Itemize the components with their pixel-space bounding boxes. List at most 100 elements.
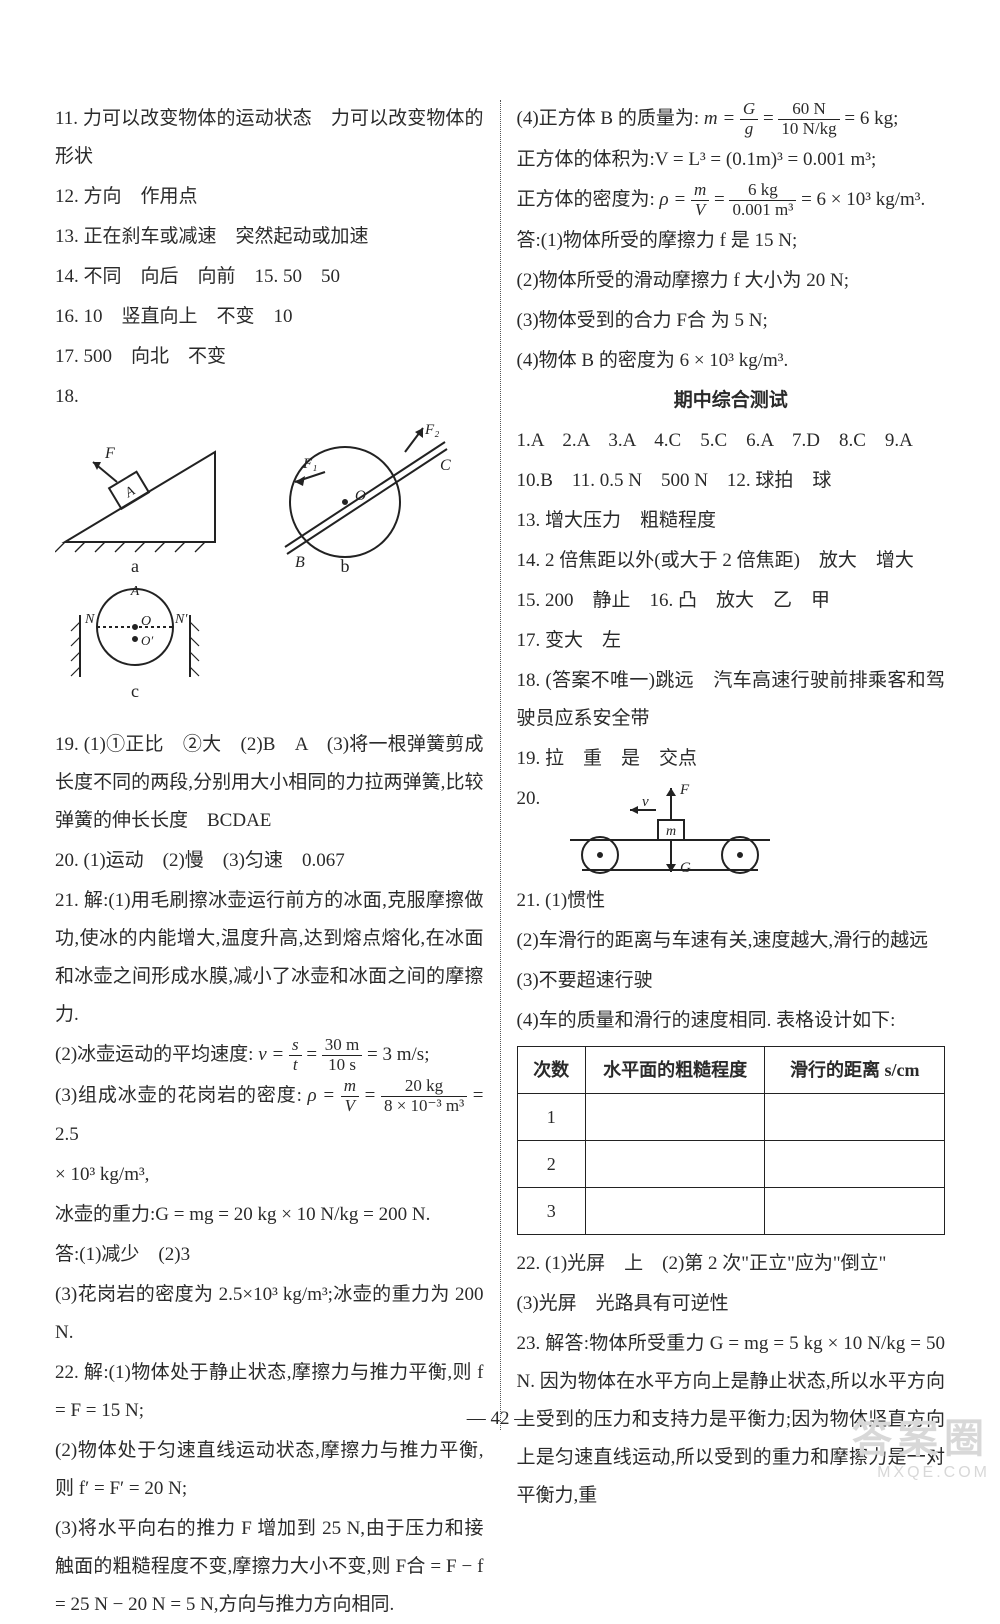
frac-num: 6 kg — [729, 181, 796, 201]
svg-text:F₁: F₁ — [302, 456, 317, 472]
item-21-ans-3: (3)花岗岩的密度为 2.5×10³ kg/m³;冰壶的重力为 200 N. — [55, 1276, 484, 1352]
svg-text:O′: O′ — [141, 633, 153, 648]
watermark: 答案圈 MXQE.COM — [852, 1406, 990, 1482]
frac-20-8: 20 kg8 × 10⁻³ m³ — [381, 1077, 467, 1115]
item-14-15: 14. 不同 向后 向前 15. 50 50 — [55, 258, 484, 296]
eq-prefix: 正方体的密度为: — [517, 189, 655, 210]
eq-suffix: = 6 kg; — [844, 108, 898, 129]
svg-text:m: m — [666, 824, 676, 839]
cell — [585, 1187, 765, 1234]
eq-lhs: ρ = — [660, 189, 691, 210]
frac-num: G — [740, 100, 758, 120]
m15-16: 15. 200 静止 16. 凸 放大 乙 甲 — [517, 582, 946, 620]
m18: 18. (答案不唯一)跳远 汽车高速行驶前排乘客和驾驶员应系安全带 — [517, 662, 946, 738]
th-roughness: 水平面的粗糙程度 — [585, 1046, 765, 1093]
m13: 13. 增大压力 粗糙程度 — [517, 502, 946, 540]
frac-den: 0.001 m³ — [729, 201, 796, 220]
frac-den: V — [691, 201, 709, 220]
frac-num: m — [691, 181, 709, 201]
cell — [765, 1093, 945, 1140]
frac-60-10: 60 N10 N/kg — [778, 100, 839, 138]
svg-text:O: O — [355, 488, 366, 504]
svg-text:A: A — [130, 584, 140, 599]
m14: 14. 2 倍焦距以外(或大于 2 倍焦距) 放大 增大 — [517, 542, 946, 580]
eq-lhs: m = — [704, 108, 740, 129]
eq-prefix: (2)冰壶运动的平均速度: — [55, 1044, 253, 1065]
cell — [765, 1140, 945, 1187]
table-row: 1 — [517, 1093, 945, 1140]
svg-text:v: v — [642, 794, 649, 810]
r-volume: 正方体的体积为:V = L³ = (0.1m)³ = 0.001 m³; — [517, 141, 946, 179]
item-17: 17. 500 向北 不变 — [55, 338, 484, 376]
svg-text:N′: N′ — [174, 612, 188, 627]
item-22-3: (3)将水平向右的推力 F 增加到 25 N,由于压力和接触面的粗糙程度不变,摩… — [55, 1510, 484, 1624]
frac-den: V — [341, 1097, 359, 1116]
eq-mid: = — [714, 189, 729, 210]
item-11: 11. 力可以改变物体的运动状态 力可以改变物体的形状 — [55, 100, 484, 176]
item-21-ans: 答:(1)减少 (2)3 — [55, 1236, 484, 1274]
frac-s-t: st — [289, 1036, 302, 1074]
r-density: 正方体的密度为: ρ = mV = 6 kg0.001 m³ = 6 × 10³… — [517, 181, 946, 220]
item-21-3: (3)组成冰壶的花岗岩的密度: ρ = mV = 20 kg8 × 10⁻³ m… — [55, 1077, 484, 1154]
cell — [765, 1187, 945, 1234]
item-21-4: 冰壶的重力:G = mg = 20 kg × 10 N/kg = 200 N. — [55, 1196, 484, 1234]
r-ans-4: (4)物体 B 的密度为 6 × 10³ kg/m³. — [517, 342, 946, 380]
svg-text:N: N — [84, 612, 95, 627]
m17: 17. 变大 左 — [517, 622, 946, 660]
cell: 1 — [517, 1093, 585, 1140]
svg-text:F: F — [679, 782, 690, 798]
watermark-line2: MXQE.COM — [852, 1464, 990, 1482]
svg-text:C: C — [440, 457, 451, 474]
cell: 3 — [517, 1187, 585, 1234]
item-21-3-tail: × 10³ kg/m³, — [55, 1156, 484, 1194]
frac-m-v: mV — [341, 1077, 359, 1115]
table-row: 2 — [517, 1140, 945, 1187]
item-21-2: (2)冰壶运动的平均速度: v = st = 30 m10 s = 3 m/s; — [55, 1036, 484, 1075]
frac-num: 30 m — [322, 1036, 362, 1056]
left-column: 11. 力可以改变物体的运动状态 力可以改变物体的形状 12. 方向 作用点 1… — [55, 100, 501, 1430]
m20-label: 20. — [517, 780, 541, 818]
frac-6-001: 6 kg0.001 m³ — [729, 181, 796, 219]
two-column-layout: 11. 力可以改变物体的运动状态 力可以改变物体的形状 12. 方向 作用点 1… — [55, 100, 945, 1430]
diagram-18-svg: A F a B C — [55, 422, 455, 702]
mc-row-2: 10.B 11. 0.5 N 500 N 12. 球拍 球 — [517, 462, 946, 500]
diagram-20-svg: m F G v — [560, 780, 780, 880]
frac-30-10: 30 m10 s — [322, 1036, 362, 1074]
frac-m-v-2: mV — [691, 181, 709, 219]
th-count: 次数 — [517, 1046, 585, 1093]
frac-den: g — [740, 120, 758, 139]
table-21: 次数 水平面的粗糙程度 滑行的距离 s/cm 1 2 3 — [517, 1046, 946, 1235]
r-ans-2: (2)物体所受的滑动摩擦力 f 大小为 20 N; — [517, 262, 946, 300]
watermark-line1: 答案圈 — [852, 1406, 990, 1464]
item-13: 13. 正在刹车或减速 突然起动或加速 — [55, 218, 484, 256]
m21-3: (3)不要超速行驶 — [517, 962, 946, 1000]
figure-18: A F a B C — [55, 422, 484, 716]
cell — [585, 1093, 765, 1140]
m20: 20. m F — [517, 780, 946, 880]
cell: 2 — [517, 1140, 585, 1187]
eq-suffix: = 3 m/s; — [367, 1044, 429, 1065]
eq-mid: = — [306, 1044, 321, 1065]
item-12: 12. 方向 作用点 — [55, 178, 484, 216]
item-16: 16. 10 竖直向上 不变 10 — [55, 298, 484, 336]
eq-prefix: (3)组成冰壶的花岗岩的密度: — [55, 1085, 302, 1106]
frac-den: 10 N/kg — [778, 120, 839, 139]
m19: 19. 拉 重 是 交点 — [517, 740, 946, 778]
eq-mid: = — [763, 108, 778, 129]
fig-b-label: b — [341, 556, 350, 576]
table-row: 3 — [517, 1187, 945, 1234]
table-header-row: 次数 水平面的粗糙程度 滑行的距离 s/cm — [517, 1046, 945, 1093]
frac-num: 60 N — [778, 100, 839, 120]
m21-4: (4)车的质量和滑行的速度相同. 表格设计如下: — [517, 1002, 946, 1040]
cell — [585, 1140, 765, 1187]
mc-row-1: 1.A 2.A 3.A 4.C 5.C 6.A 7.D 8.C 9.A — [517, 422, 946, 460]
midterm-title: 期中综合测试 — [517, 382, 946, 420]
item-20: 20. (1)运动 (2)慢 (3)匀速 0.067 — [55, 842, 484, 880]
m21-2: (2)车滑行的距离与车速有关,速度越大,滑行的越远 — [517, 922, 946, 960]
item-19: 19. (1)①正比 ②大 (2)B A (3)将一根弹簧剪成长度不同的两段,分… — [55, 726, 484, 840]
right-column: (4)正方体 B 的质量为: m = Gg = 60 N10 N/kg = 6 … — [501, 100, 946, 1430]
frac-G-g: Gg — [740, 100, 758, 138]
m22: 22. (1)光屏 上 (2)第 2 次"正立"应为"倒立" — [517, 1245, 946, 1283]
m22b: (3)光屏 光路具有可逆性 — [517, 1285, 946, 1323]
item-22-2: (2)物体处于匀速直线运动状态,摩擦力与推力平衡,则 f′ = F′ = 20 … — [55, 1432, 484, 1508]
